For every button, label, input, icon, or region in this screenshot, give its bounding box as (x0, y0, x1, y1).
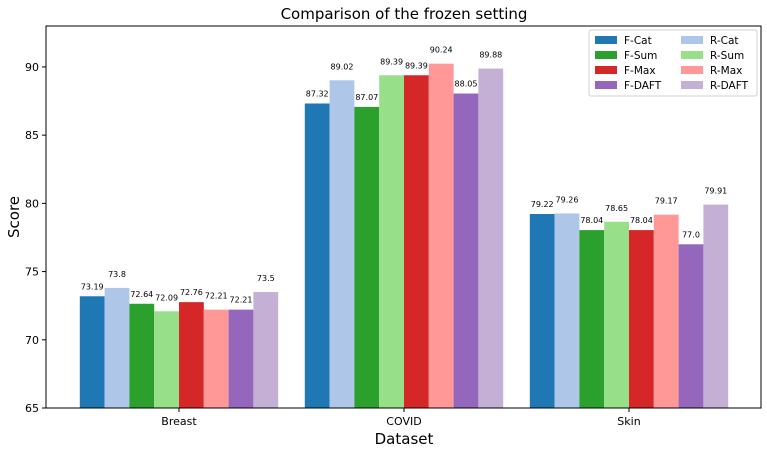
y-tick-label: 70 (25, 334, 39, 347)
bar-value-label: 78.04 (580, 216, 603, 225)
legend-swatch (681, 51, 703, 59)
bar-r-daft-breast (253, 292, 279, 408)
bar-value-label: 87.07 (355, 93, 378, 102)
bar-r-max-skin (653, 214, 679, 408)
legend-swatch (595, 36, 617, 44)
legend-label: F-Sum (624, 50, 657, 62)
bar-r-daft-covid (478, 68, 504, 409)
bar-value-label: 73.5 (257, 274, 275, 283)
bar-f-max-breast (179, 302, 204, 408)
bar-value-label: 88.05 (455, 80, 478, 89)
legend-swatch (595, 66, 617, 74)
bar-f-cat-covid (304, 103, 330, 409)
bar-f-daft-breast (228, 309, 254, 408)
x-axis: Breast COVID Skin (161, 408, 641, 428)
bar-value-label: 87.32 (306, 89, 329, 98)
bar-value-label: 72.09 (155, 293, 178, 302)
y-axis-label: Score (5, 196, 23, 238)
bar-value-label: 73.19 (81, 282, 104, 291)
chart-title: Comparison of the frozen setting (281, 5, 528, 23)
bar-r-cat-covid (329, 80, 355, 408)
bar-value-label: 89.39 (380, 57, 403, 66)
bar-r-sum-covid (379, 75, 404, 408)
bar-r-cat-skin (554, 213, 580, 408)
x-tick-label: Breast (161, 415, 197, 428)
legend-label: R-Sum (710, 50, 744, 62)
legend-swatch (595, 51, 617, 59)
legend-label: R-Cat (710, 35, 739, 47)
legend-label: R-Max (710, 65, 742, 77)
legend-label: F-Cat (624, 35, 652, 47)
bar-r-max-breast (203, 309, 229, 408)
y-tick-label: 85 (25, 129, 39, 142)
bar-r-max-covid (428, 63, 454, 408)
legend-swatch (595, 81, 617, 89)
bar-value-label: 89.02 (331, 62, 354, 71)
legend-swatch (681, 66, 703, 74)
x-tick-label: COVID (386, 415, 421, 428)
bar-r-sum-breast (154, 311, 179, 408)
bar-value-label: 79.26 (556, 195, 579, 204)
bar-f-sum-skin (579, 230, 605, 408)
bar-value-label: 73.8 (108, 270, 126, 279)
y-tick-label: 75 (25, 266, 39, 279)
legend-box (588, 29, 758, 97)
bar-r-cat-breast (104, 287, 130, 408)
bar-f-max-covid (404, 75, 429, 408)
y-axis: 65 70 75 80 85 90 (25, 61, 46, 415)
legend-label: F-DAFT (624, 80, 662, 92)
bar-value-label: 78.04 (630, 216, 653, 225)
bar-value-label: 79.17 (655, 197, 678, 206)
x-axis-label: Dataset (375, 430, 434, 448)
bar-value-label: 72.21 (230, 296, 253, 305)
bar-f-sum-covid (354, 106, 380, 408)
bar-f-cat-skin (529, 213, 555, 408)
bar-f-daft-skin (678, 244, 704, 408)
bar-f-max-skin (629, 230, 654, 408)
bar-r-daft-skin (703, 204, 729, 408)
legend-label: R-DAFT (710, 80, 749, 92)
bar-f-daft-covid (453, 93, 479, 409)
bar-r-sum-skin (604, 221, 629, 408)
bar-value-label: 79.91 (704, 187, 727, 196)
y-tick-label: 80 (25, 197, 39, 210)
y-tick-label: 90 (25, 61, 39, 74)
bar-value-label: 77.0 (682, 230, 700, 239)
legend-swatch (681, 81, 703, 89)
y-tick-label: 65 (25, 402, 39, 415)
bar-value-label: 72.76 (180, 288, 203, 297)
bar-value-label: 89.39 (405, 61, 428, 70)
x-tick-label: Skin (617, 415, 640, 428)
bar-value-label: 79.22 (531, 200, 554, 209)
legend-swatch (681, 36, 703, 44)
bar-f-cat-breast (79, 296, 105, 408)
bar-value-label: 90.24 (430, 46, 453, 55)
bar-value-label: 72.21 (205, 292, 228, 301)
legend: F-Cat R-Cat F-Sum R-Sum F-Max R-Max F-DAFT R-DA… (588, 29, 758, 97)
legend-label: F-Max (624, 65, 656, 77)
bar-f-sum-breast (129, 303, 155, 408)
bar-value-label: 72.64 (130, 290, 153, 299)
bar-value-label: 78.65 (605, 204, 628, 213)
bar-value-label: 89.88 (479, 51, 502, 60)
